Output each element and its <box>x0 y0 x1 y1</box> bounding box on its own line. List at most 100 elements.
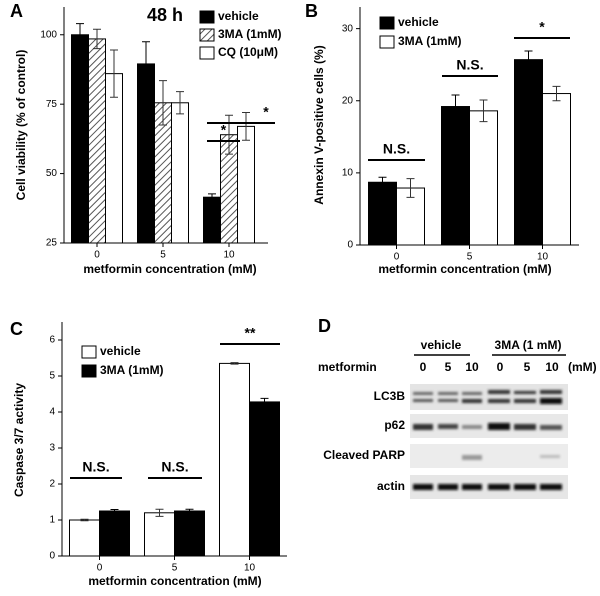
error-bar <box>185 508 194 514</box>
error-bar <box>208 193 216 202</box>
legend-label: vehicle <box>398 15 439 29</box>
lane-label: 0 <box>420 360 427 374</box>
error-bar <box>142 41 150 87</box>
y-tick-label: 3 <box>49 443 55 454</box>
protein-label: Cleaved PARP <box>323 448 405 462</box>
protein-label: p62 <box>384 418 405 432</box>
bar <box>514 59 543 246</box>
panel-label: D <box>318 316 331 336</box>
panel-label: A <box>10 1 23 21</box>
western-blot: D vehicle 3MA (1 mM) metformin 0 5 10 0 … <box>318 316 597 499</box>
row-label: metformin <box>318 360 377 374</box>
lane-label: 5 <box>445 360 452 374</box>
x-axis-label: metformin concentration (mM) <box>378 262 551 276</box>
y-tick-label: 20 <box>342 95 354 106</box>
y-axis-label: Annexin V-positive cells (%) <box>312 45 326 204</box>
bar <box>137 63 155 244</box>
legend-label: vehicle <box>218 9 259 23</box>
bar <box>249 401 280 557</box>
legend-label: 3MA (1mM) <box>398 34 462 48</box>
group-label: vehicle <box>421 338 462 352</box>
legend-swatch <box>199 10 215 24</box>
bar <box>542 93 571 246</box>
error-bar <box>524 50 533 69</box>
lane-label: 10 <box>545 360 559 374</box>
significance-label: N.S. <box>456 57 483 73</box>
bar <box>174 510 205 557</box>
significance-label: ** <box>245 325 256 341</box>
bar <box>88 38 106 244</box>
x-tick-label: 5 <box>172 563 178 574</box>
x-axis-label: metformin concentration (mM) <box>88 574 261 588</box>
y-tick-label: 10 <box>342 168 354 179</box>
x-tick-label: 5 <box>160 250 166 261</box>
x-tick-label: 10 <box>223 250 235 261</box>
x-tick-label: 10 <box>537 252 549 263</box>
blot-strips <box>410 384 568 499</box>
significance-label: * <box>539 19 545 35</box>
x-axis-label: metformin concentration (mM) <box>83 262 256 276</box>
significance-label: N.S. <box>161 459 188 475</box>
legend-label: CQ (10μM) <box>218 45 278 59</box>
error-bar <box>110 509 119 513</box>
legend-swatch <box>199 46 215 60</box>
unit-label: (mM) <box>568 360 597 374</box>
error-bar <box>110 49 118 98</box>
y-tick-label: 75 <box>46 99 58 110</box>
error-bar <box>552 85 561 102</box>
bar <box>99 510 130 557</box>
bar <box>469 110 498 246</box>
y-tick-label: 6 <box>49 335 55 346</box>
y-tick-label: 1 <box>49 515 55 526</box>
protein-label: actin <box>377 479 405 493</box>
bar <box>69 519 100 557</box>
legend-swatch <box>81 364 97 378</box>
y-tick-label: 5 <box>49 371 55 382</box>
error-bar <box>80 518 89 522</box>
legend-swatch <box>379 16 395 30</box>
y-tick-label: 0 <box>49 551 55 562</box>
y-tick-label: 100 <box>40 29 57 40</box>
bar <box>368 181 397 246</box>
legend-swatch <box>81 345 97 359</box>
x-tick-label: 10 <box>244 563 256 574</box>
protein-label: LC3B <box>374 389 406 403</box>
error-bar <box>155 508 164 517</box>
error-bar <box>93 28 101 50</box>
group-label: 3MA (1 mM) <box>495 338 562 352</box>
error-bar <box>479 99 488 123</box>
error-bar <box>225 114 233 155</box>
y-tick-label: 50 <box>46 168 58 179</box>
y-axis-label: Cell viability (% of control) <box>14 50 28 201</box>
significance-label: N.S. <box>82 459 109 475</box>
bar <box>219 362 250 557</box>
significance-label: N.S. <box>383 141 410 157</box>
error-bar <box>260 397 269 407</box>
error-bar <box>406 178 415 198</box>
y-tick-label: 0 <box>347 240 353 251</box>
bar <box>203 196 221 244</box>
bar <box>171 102 189 244</box>
lane-label: 10 <box>465 360 479 374</box>
legend-swatch <box>199 28 215 42</box>
error-bar <box>378 176 387 188</box>
y-tick-label: 30 <box>342 23 354 34</box>
legend-label: vehicle <box>100 344 141 358</box>
panel-label: C <box>10 319 23 339</box>
error-bar <box>451 94 460 119</box>
legend-label: 3MA (1mM) <box>100 363 164 377</box>
error-bar <box>242 112 250 141</box>
bar <box>71 34 89 244</box>
y-tick-label: 4 <box>49 407 55 418</box>
chart-title: 48 h <box>147 5 183 25</box>
y-tick-label: 25 <box>46 238 58 249</box>
lane-label: 0 <box>497 360 504 374</box>
bar <box>441 106 470 246</box>
bar <box>105 73 123 244</box>
error-bar <box>76 23 84 47</box>
significance-label: * <box>221 122 227 138</box>
x-tick-label: 0 <box>97 563 103 574</box>
bar <box>237 125 255 244</box>
y-axis-label: Caspase 3/7 activity <box>12 383 26 497</box>
